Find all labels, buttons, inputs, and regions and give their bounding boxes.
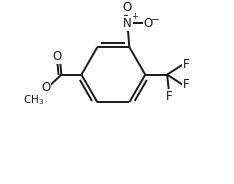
Text: O: O (123, 1, 132, 14)
Text: N: N (123, 17, 132, 30)
Text: F: F (183, 58, 190, 71)
Text: F: F (166, 90, 172, 103)
Text: O: O (53, 50, 62, 63)
Text: +: + (131, 12, 138, 21)
Text: F: F (183, 78, 190, 91)
Text: −: − (151, 15, 160, 25)
Text: O: O (144, 17, 153, 30)
Text: CH$_3$: CH$_3$ (23, 93, 45, 107)
Text: O: O (41, 81, 51, 94)
